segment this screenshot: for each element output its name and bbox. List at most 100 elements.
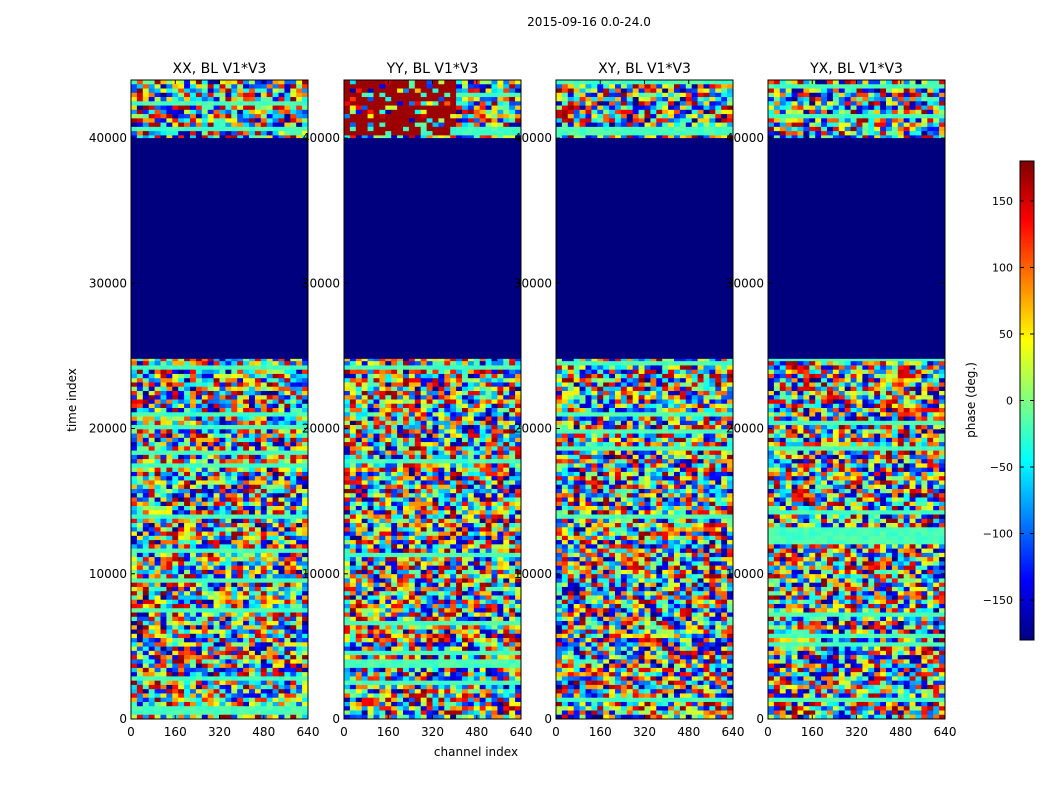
heatmap-cell: [415, 391, 421, 396]
heatmap-cell: [196, 463, 202, 468]
heatmap-cell: [184, 374, 190, 379]
heatmap-cell: [131, 630, 137, 635]
heatmap-cell: [279, 651, 285, 656]
heatmap-cell: [202, 566, 208, 571]
heatmap-cell: [184, 587, 190, 592]
heatmap-cell: [509, 455, 515, 460]
heatmap-cell: [468, 472, 474, 477]
heatmap-cell: [184, 463, 190, 468]
heatmap-cell: [462, 480, 468, 485]
heatmap-cell: [225, 544, 231, 549]
heatmap-cell: [456, 468, 462, 473]
heatmap-cell: [486, 89, 492, 94]
heatmap-cell: [243, 106, 249, 111]
heatmap-cell: [155, 536, 161, 541]
heatmap-cell: [225, 574, 231, 579]
heatmap-cell: [214, 493, 220, 498]
heatmap-cell: [243, 706, 249, 711]
heatmap-cell: [302, 698, 308, 703]
heatmap-cell: [350, 84, 356, 89]
heatmap-cell: [214, 642, 220, 647]
heatmap-cell: [290, 600, 296, 605]
heatmap-cell: [344, 561, 350, 566]
heatmap-cell: [273, 451, 279, 456]
heatmap-cell: [350, 544, 356, 549]
heatmap-cell: [137, 566, 143, 571]
heatmap-cell: [166, 523, 172, 528]
heatmap-cell: [374, 485, 380, 490]
heatmap-cell: [350, 455, 356, 460]
heatmap-cell: [368, 421, 374, 426]
heatmap-cell: [444, 468, 450, 473]
heatmap-cell: [415, 544, 421, 549]
figure-suptitle: 2015-09-16 0.0-24.0: [527, 15, 651, 29]
heatmap-cell: [515, 536, 521, 541]
heatmap-cell: [220, 672, 226, 677]
heatmap-cell: [415, 459, 421, 464]
heatmap-cell: [166, 374, 172, 379]
heatmap-cell: [356, 574, 362, 579]
heatmap-cell: [444, 84, 450, 89]
heatmap-cell: [220, 676, 226, 681]
heatmap-cell: [427, 489, 433, 494]
heatmap-cell: [296, 80, 302, 85]
heatmap-cell: [184, 604, 190, 609]
heatmap-cell: [279, 685, 285, 690]
heatmap-cell: [379, 101, 385, 106]
heatmap-cell: [497, 515, 503, 520]
heatmap-cell: [155, 540, 161, 545]
heatmap-cell: [172, 391, 178, 396]
heatmap-cell: [409, 549, 415, 554]
heatmap-cell: [284, 114, 290, 119]
heatmap-cell: [468, 404, 474, 409]
heatmap-cell: [515, 374, 521, 379]
heatmap-cell: [509, 404, 515, 409]
heatmap-cell: [302, 493, 308, 498]
heatmap-cell: [368, 361, 374, 366]
heatmap-cell: [503, 361, 509, 366]
heatmap-cell: [143, 404, 149, 409]
heatmap-cell: [143, 608, 149, 613]
heatmap-cell: [208, 689, 214, 694]
heatmap-cell: [409, 515, 415, 520]
heatmap-cell: [137, 425, 143, 430]
heatmap-cell: [515, 412, 521, 417]
heatmap-cell: [397, 378, 403, 383]
heatmap-cell: [302, 702, 308, 707]
heatmap-cell: [462, 400, 468, 405]
heatmap-cell: [302, 587, 308, 592]
heatmap-cell: [492, 84, 498, 89]
heatmap-cell: [362, 566, 368, 571]
heatmap-cell: [397, 434, 403, 439]
heatmap-cell: [243, 455, 249, 460]
heatmap-cell: [208, 468, 214, 473]
heatmap-cell: [492, 89, 498, 94]
heatmap-cell: [202, 408, 208, 413]
heatmap-cell: [284, 689, 290, 694]
heatmap-cell: [155, 693, 161, 698]
heatmap-cell: [178, 519, 184, 524]
heatmap-cell: [202, 114, 208, 119]
heatmap-cell: [385, 421, 391, 426]
heatmap-cell: [391, 536, 397, 541]
heatmap-cell: [480, 378, 486, 383]
heatmap-cell: [208, 698, 214, 703]
heatmap-cell: [421, 361, 427, 366]
heatmap-cell: [249, 549, 255, 554]
heatmap-cell: [480, 557, 486, 562]
heatmap-cell: [231, 497, 237, 502]
heatmap-cell: [178, 80, 184, 85]
heatmap-cell: [208, 647, 214, 652]
heatmap-cell: [350, 497, 356, 502]
heatmap-cell: [273, 476, 279, 481]
heatmap-cell: [433, 412, 439, 417]
heatmap-cell: [474, 417, 480, 422]
heatmap-cell: [161, 536, 167, 541]
heatmap-cell: [415, 574, 421, 579]
heatmap-cell: [356, 527, 362, 532]
heatmap-cell: [243, 617, 249, 622]
heatmap-cell: [172, 655, 178, 660]
heatmap-cell: [450, 131, 456, 136]
heatmap-cell: [427, 574, 433, 579]
heatmap-cell: [344, 476, 350, 481]
